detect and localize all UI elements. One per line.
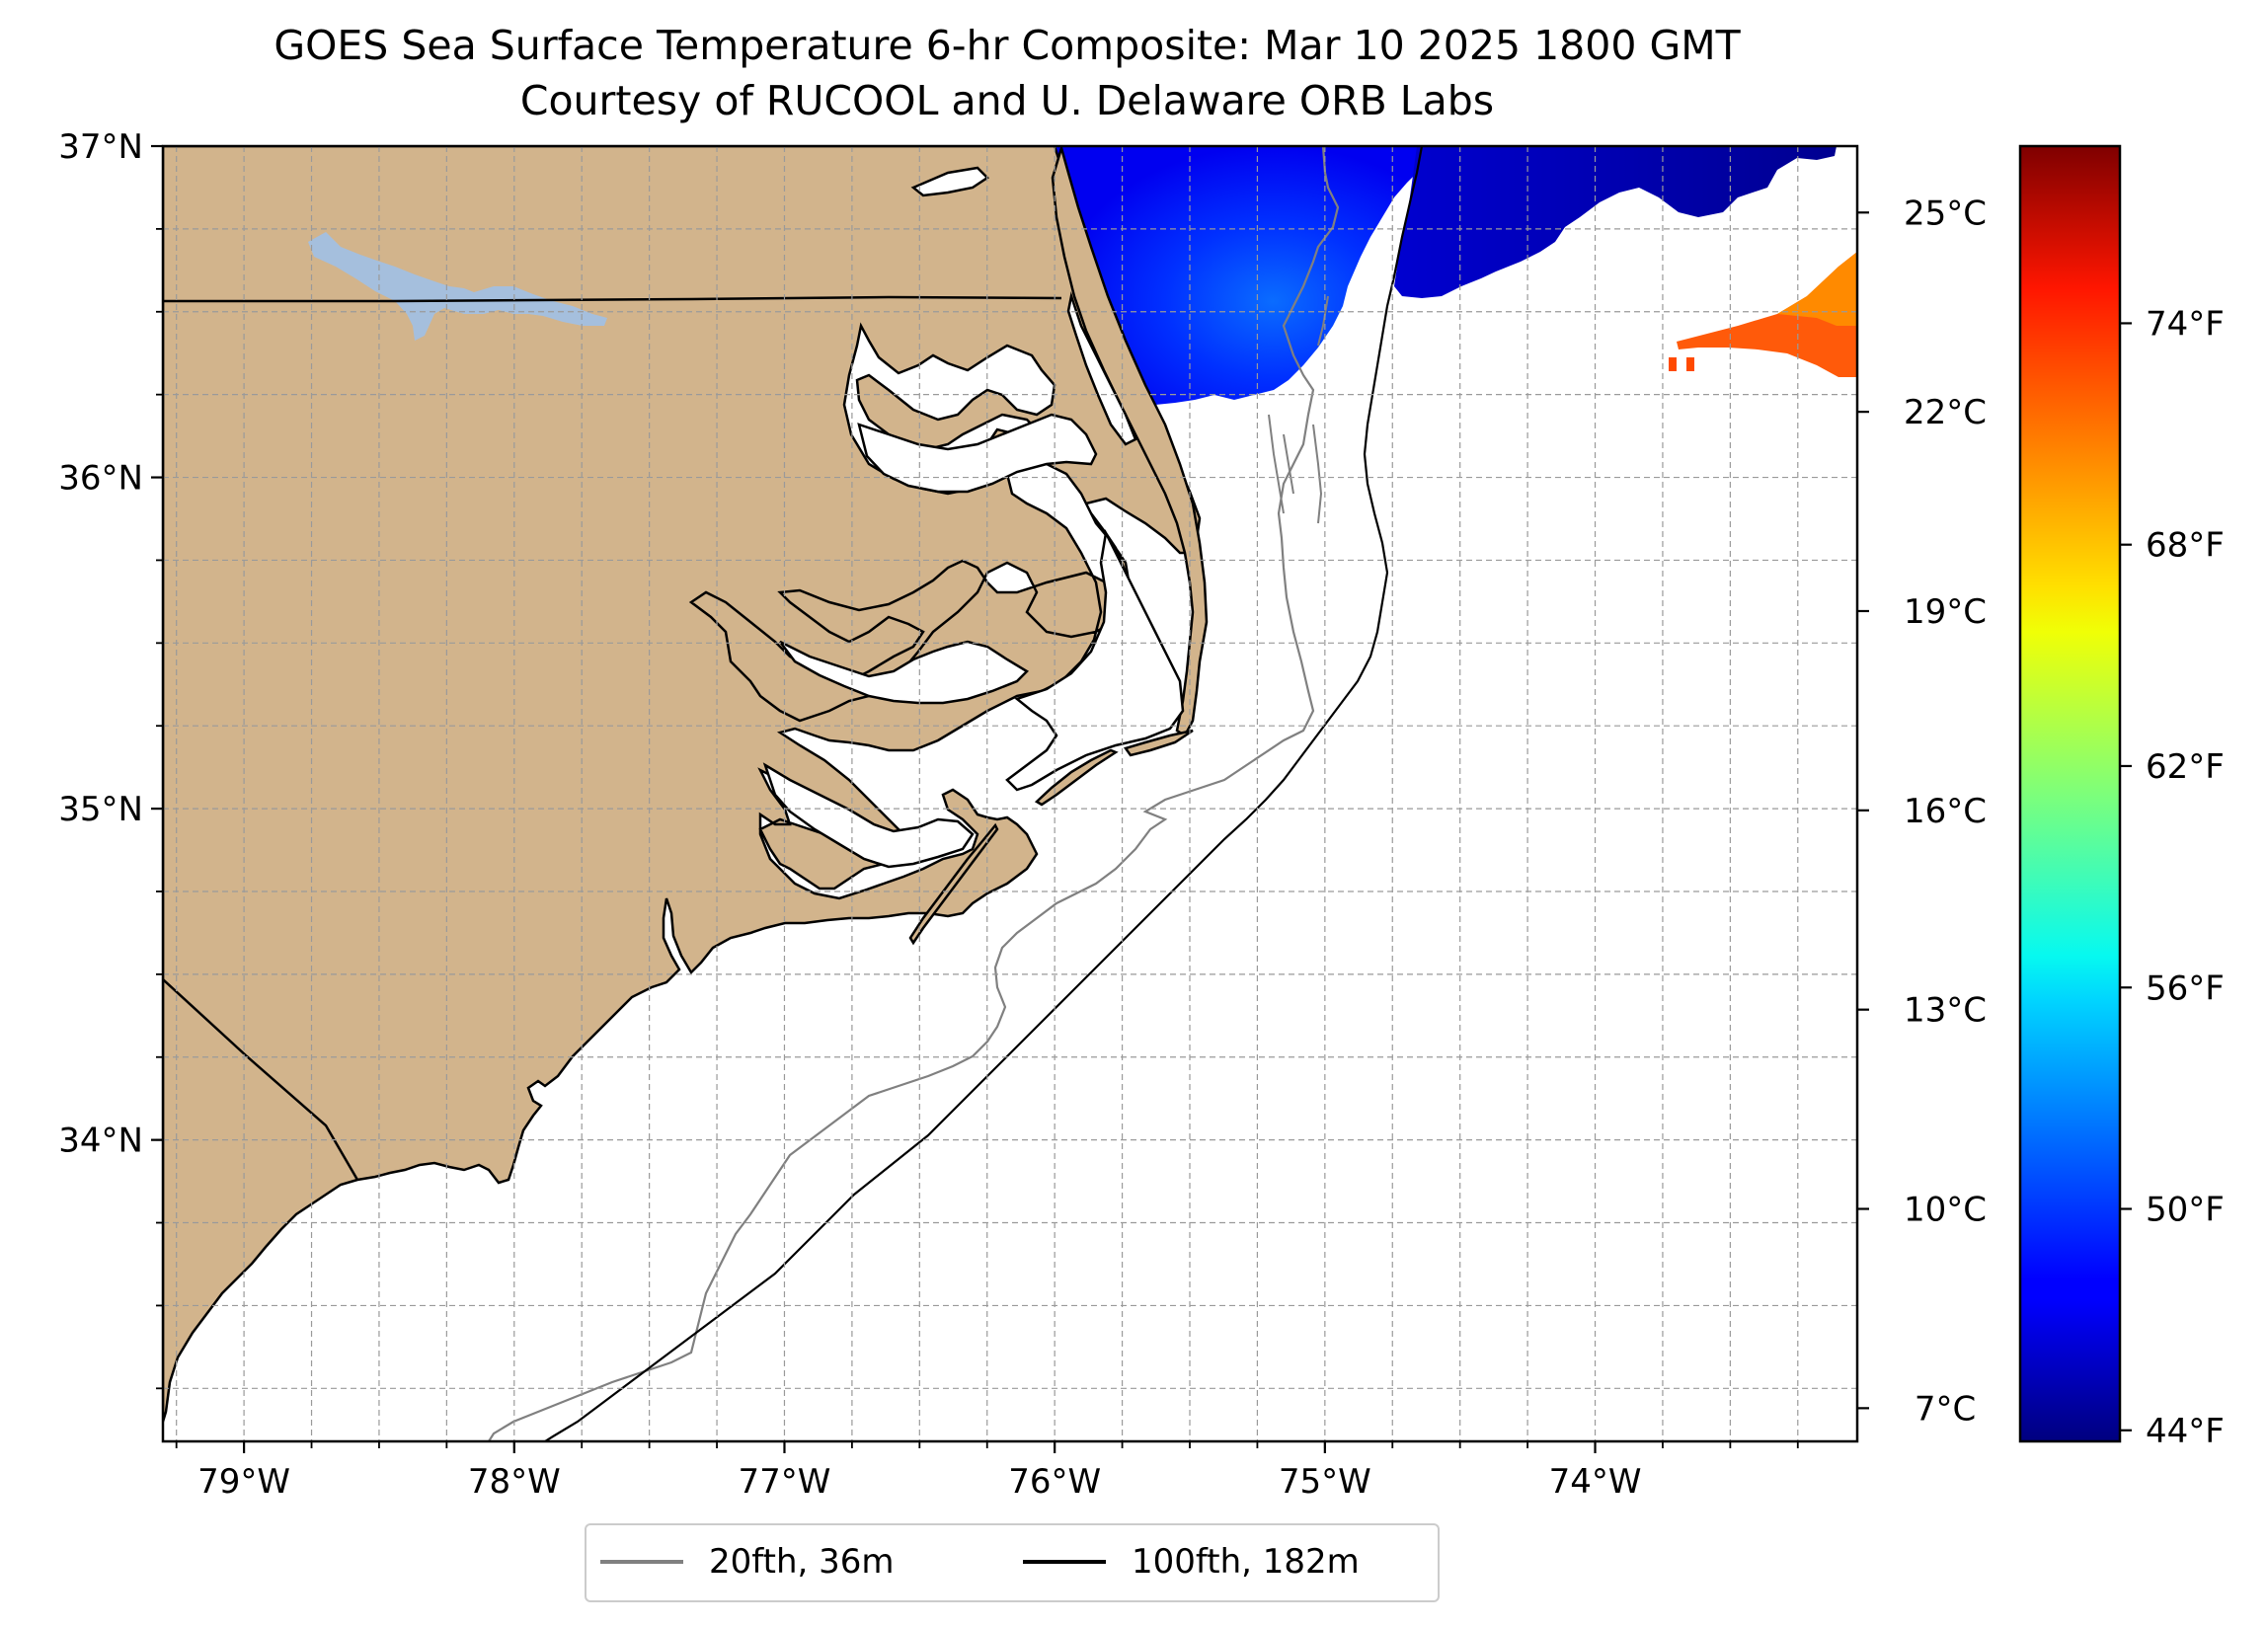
lon-tick-label: 74°W xyxy=(1549,1462,1642,1502)
fahrenheit-tick-label: 50°F xyxy=(2146,1191,2225,1230)
lat-tick-label: 36°N xyxy=(58,459,143,499)
celsius-tick-label: 16°C xyxy=(1904,792,1987,831)
lat-tick-label: 35°N xyxy=(58,790,143,829)
legend-line-gray xyxy=(600,1560,683,1564)
celsius-tick-label: 25°C xyxy=(1904,194,1987,233)
neuse-river xyxy=(762,762,975,869)
currituck-sound xyxy=(1066,291,1137,446)
lat-tick-label: 34°N xyxy=(58,1122,143,1161)
isobath-20fth xyxy=(488,146,1340,1441)
isobath-100fth xyxy=(544,146,1424,1441)
sst-gap-patch xyxy=(1562,225,1624,304)
fahrenheit-tick-label: 44°F xyxy=(2146,1412,2225,1451)
legend-item-100fth: 100fth, 182m xyxy=(1023,1537,1360,1587)
albemarle-sound xyxy=(857,413,1098,494)
map-axes: 79°W 78°W 77°W 76°W 75°W 74°W 37°N 36°N 35°N 34°N xyxy=(58,127,1799,1502)
sst-warm-pixel xyxy=(1686,357,1694,371)
map-layers xyxy=(163,146,1857,1441)
sst-cold-patch-east xyxy=(1394,146,1837,298)
outer-banks-south xyxy=(908,822,999,946)
colorbar xyxy=(2018,144,2122,1443)
state-border-va-nc xyxy=(163,295,1062,303)
lon-tick-label: 76°W xyxy=(1008,1462,1101,1502)
sst-cold-patch xyxy=(1056,146,1417,405)
map-title: GOES Sea Surface Temperature 6-hr Compos… xyxy=(274,22,1741,69)
colorbar-ticks: 25°C 22°C 19°C 16°C 13°C 10°C 7°C 74°F 68°F 62°F 5… xyxy=(1857,194,2225,1451)
map-legend: 20fth, 36m 100fth, 182m xyxy=(585,1523,1440,1602)
state-border-nc-sc xyxy=(163,978,359,1181)
outer-banks-south xyxy=(1034,748,1119,807)
legend-label: 20fth, 36m xyxy=(709,1542,895,1582)
map-gridlines xyxy=(163,146,1857,1441)
map-subtitle: Courtesy of RUCOOL and U. Delaware ORB L… xyxy=(519,77,1495,124)
lat-tick-label: 37°N xyxy=(58,127,143,167)
legend-item-20fth: 20fth, 36m xyxy=(600,1537,895,1587)
map-frame xyxy=(161,144,1859,1443)
chesapeake-inlet xyxy=(910,166,989,197)
fahrenheit-tick-label: 62°F xyxy=(2146,747,2225,787)
pamlico-river xyxy=(779,640,1030,705)
lon-tick-label: 78°W xyxy=(468,1462,561,1502)
land-mass xyxy=(163,146,1202,1423)
lon-tick-label: 79°W xyxy=(197,1462,290,1502)
fahrenheit-tick-label: 74°F xyxy=(2146,304,2225,344)
fahrenheit-tick-label: 56°F xyxy=(2146,968,2225,1008)
celsius-tick-label: 7°C xyxy=(1915,1389,1976,1429)
sst-warm-patch xyxy=(1677,252,1857,377)
legend-line-black xyxy=(1023,1560,1106,1564)
legend-label: 100fth, 182m xyxy=(1132,1542,1360,1582)
lon-tick-label: 75°W xyxy=(1279,1462,1371,1502)
celsius-tick-label: 10°C xyxy=(1904,1191,1987,1230)
outer-banks-south xyxy=(1123,729,1194,757)
celsius-tick-label: 19°C xyxy=(1904,592,1987,632)
lake xyxy=(308,232,607,341)
celsius-tick-label: 22°C xyxy=(1904,393,1987,432)
lon-tick-label: 77°W xyxy=(739,1462,831,1502)
isobath-20fth-shoals xyxy=(1268,295,1329,524)
fahrenheit-tick-label: 68°F xyxy=(2146,526,2225,566)
sst-warm-pixel xyxy=(1669,357,1677,371)
celsius-tick-label: 13°C xyxy=(1904,991,1987,1031)
pamlico-sound xyxy=(1005,529,1185,792)
